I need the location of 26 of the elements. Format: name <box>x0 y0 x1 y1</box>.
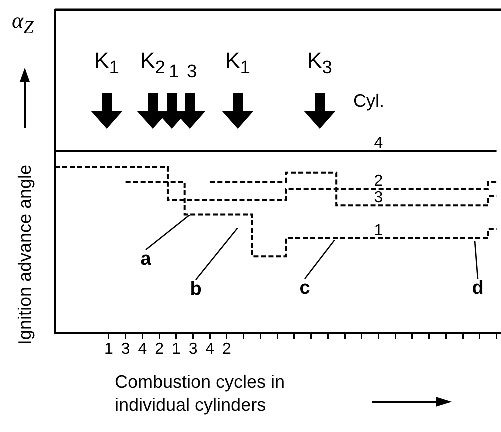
text: α$_{Z}$ <box>12 8 34 38</box>
x-tick-label: 1 <box>104 341 114 358</box>
x-tick-label: 2 <box>155 341 164 358</box>
text: Cyl. <box>354 91 384 111</box>
x-tick-label: 4 <box>138 341 148 358</box>
text: 1 <box>168 60 180 82</box>
text: K$_{3}$ <box>308 48 332 78</box>
x-tick-label: 4 <box>206 341 215 358</box>
text: K$_{1}$ <box>226 48 250 78</box>
annotation: b <box>190 279 202 300</box>
series-label: 3 <box>374 190 384 207</box>
x-axis-title: Combustion cycles in individual cylinders <box>115 371 286 418</box>
x-tick-label: 3 <box>188 341 198 358</box>
series-label: 1 <box>374 222 384 240</box>
annotation: d <box>472 278 484 299</box>
series-label: 4 <box>374 135 384 152</box>
annotation: a <box>140 249 152 270</box>
annotation: c <box>300 278 310 299</box>
y-axis-title: Ignition advance angle <box>15 164 35 346</box>
x-tick-label: 1 <box>172 341 181 358</box>
series-label: 2 <box>374 173 384 190</box>
x-tick-label: 3 <box>121 341 130 358</box>
text: 3 <box>186 60 198 82</box>
text: K$_{2}$ <box>140 48 166 78</box>
text: K$_{1}$ <box>94 48 120 78</box>
x-tick-label: 2 <box>222 341 232 358</box>
